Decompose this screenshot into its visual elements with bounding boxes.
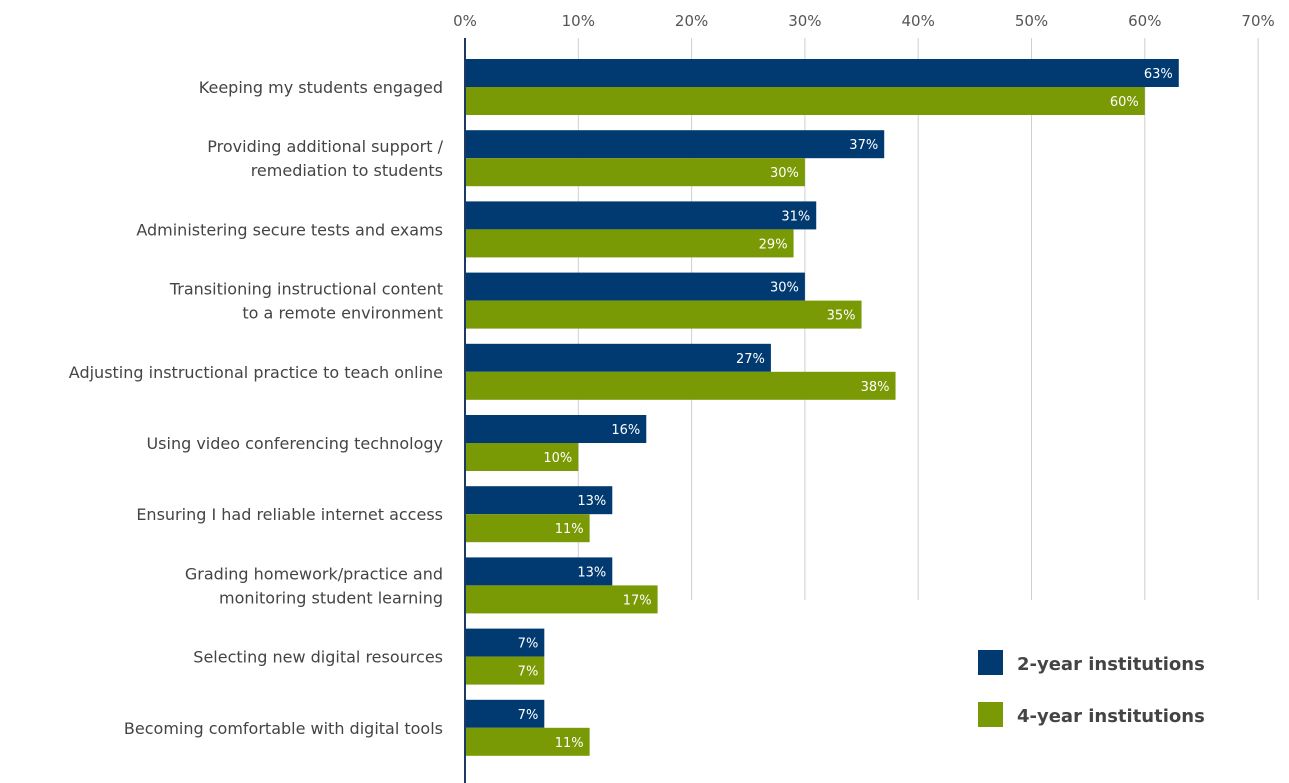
category-label: remediation to students <box>251 161 443 180</box>
bar-value-label: 13% <box>577 494 606 509</box>
bar-2-year <box>465 343 771 372</box>
bar-4-year <box>465 585 658 614</box>
category-label: Ensuring I had reliable internet access <box>136 505 443 524</box>
x-tick-label: 10% <box>562 12 595 30</box>
bar-2-year <box>465 130 885 159</box>
bar-value-label: 7% <box>518 708 539 723</box>
bar-4-year <box>465 158 805 187</box>
bar-2-year <box>465 699 545 728</box>
bar-4-year <box>465 727 590 756</box>
bar-value-label: 31% <box>781 209 810 224</box>
bar-4-year <box>465 229 794 258</box>
legend-swatch-4-year <box>978 702 1003 727</box>
bar-value-label: 30% <box>770 166 799 181</box>
bar-value-label: 16% <box>611 423 640 438</box>
bar-value-label: 13% <box>577 565 606 580</box>
bar-4-year <box>465 514 590 543</box>
bar-value-label: 17% <box>623 593 652 608</box>
category-label: Providing additional support / <box>207 137 443 156</box>
bar-4-year <box>465 87 1145 115</box>
category-label: Grading homework/practice and <box>185 564 443 583</box>
bar-value-label: 60% <box>1110 95 1139 110</box>
x-tick-label: 60% <box>1128 12 1161 30</box>
x-tick-label: 0% <box>453 12 477 30</box>
legend-label: 4-year institutions <box>1017 706 1205 727</box>
category-label: Adjusting instructional practice to teac… <box>69 363 443 382</box>
category-label: Administering secure tests and exams <box>136 220 443 239</box>
bar-value-label: 30% <box>770 281 799 296</box>
legend-label: 2-year institutions <box>1017 654 1205 675</box>
category-label: Transitioning instructional content <box>169 280 443 299</box>
bar-value-label: 29% <box>759 237 788 252</box>
bar-value-label: 7% <box>518 665 539 680</box>
bar-value-label: 11% <box>555 736 584 751</box>
bar-value-label: 7% <box>518 637 539 652</box>
bar-value-label: 11% <box>555 522 584 537</box>
x-tick-label: 40% <box>902 12 935 30</box>
category-labels: Keeping my students engaged Providing add… <box>69 78 444 738</box>
bar-2-year <box>465 59 1179 87</box>
x-axis-ticks: 0% 10% 20% 30% 40% 50% 60% 70% <box>453 12 1275 30</box>
bar-4-year <box>465 300 862 329</box>
bar-value-label: 27% <box>736 352 765 367</box>
category-label: Selecting new digital resources <box>193 648 443 667</box>
bar-2-year <box>465 272 805 301</box>
x-tick-label: 20% <box>675 12 708 30</box>
category-label: Becoming comfortable with digital tools <box>124 719 443 738</box>
category-label: Keeping my students engaged <box>199 78 443 97</box>
x-tick-label: 70% <box>1241 12 1274 30</box>
x-tick-label: 50% <box>1015 12 1048 30</box>
bar-4-year <box>465 656 545 685</box>
bar-2-year <box>465 628 545 657</box>
bar-value-label: 38% <box>861 380 890 395</box>
x-tick-label: 30% <box>788 12 821 30</box>
bar-2-year <box>465 415 647 443</box>
bar-value-label: 63% <box>1144 67 1173 82</box>
category-label: to a remote environment <box>242 304 443 323</box>
bar-4-year <box>465 371 896 400</box>
bar-value-label: 10% <box>543 451 572 466</box>
bar-4-year <box>465 443 579 471</box>
bar-value-label: 35% <box>827 309 856 324</box>
bar-value-label: 37% <box>849 138 878 153</box>
bar-2-year <box>465 201 817 230</box>
category-label: monitoring student learning <box>219 588 443 607</box>
bar-2-year <box>465 557 613 586</box>
category-label: Using video conferencing technology <box>146 434 443 453</box>
legend: 2-year institutions 4-year institutions <box>978 650 1205 727</box>
bar-2-year <box>465 486 613 515</box>
legend-swatch-2-year <box>978 650 1003 675</box>
bars: 63% 60% 37% 30% 31% 29% 30% 35% 27% 38% 16% 10% 13% 1… <box>465 59 1179 756</box>
